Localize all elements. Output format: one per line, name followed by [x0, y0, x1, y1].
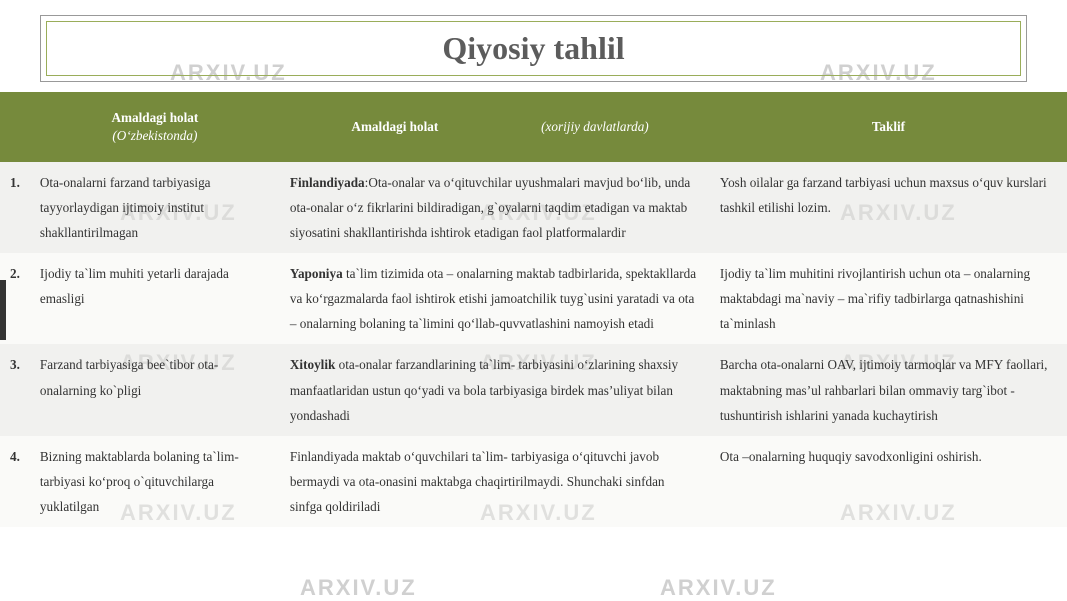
header-suggestion: Taklif — [710, 92, 1067, 162]
row-number: 3. — [0, 344, 30, 435]
table-row: 3.Farzand tarbiyasiga bee`tibor ota-onal… — [0, 344, 1067, 435]
cell-uz: Farzand tarbiyasiga bee`tibor ota-onalar… — [30, 344, 280, 435]
cell-suggestion: Ijodiy ta`lim muhitini rivojlantirish uc… — [710, 253, 1067, 344]
table-header: Amaldagi holat (O‘zbekistonda) Amaldagi … — [0, 92, 1067, 162]
table-row: 1.Ota-onalarni farzand tarbiyasiga tayyo… — [0, 162, 1067, 253]
row-number: 4. — [0, 436, 30, 527]
table-row: 4.Bizning maktablarda bolaning ta`lim-ta… — [0, 436, 1067, 527]
row-number: 1. — [0, 162, 30, 253]
cell-foreign: Yaponiya ta`lim tizimida ota – onalarnin… — [280, 253, 710, 344]
cell-foreign: Finlandiyada:Ota-onalar va o‘qituvchilar… — [280, 162, 710, 253]
comparison-table: Amaldagi holat (O‘zbekistonda) Amaldagi … — [0, 92, 1067, 527]
cell-foreign: Finlandiyada maktab o‘quvchilari ta`lim-… — [280, 436, 710, 527]
title-inner-frame: Qiyosiy tahlil — [46, 21, 1021, 76]
cell-uz: Bizning maktablarda bolaning ta`lim-tarb… — [30, 436, 280, 527]
header-uz: Amaldagi holat (O‘zbekistonda) — [30, 92, 280, 162]
table-row: 2.Ijodiy ta`lim muhiti yetarli darajada … — [0, 253, 1067, 344]
accent-bar — [0, 280, 6, 340]
slide: Qiyosiy tahlil Amaldagi holat (O‘zbekist… — [0, 0, 1067, 527]
cell-uz: Ota-onalarni farzand tarbiyasiga tayyorl… — [30, 162, 280, 253]
cell-foreign: Xitoylik ota-onalar farzandlarining ta`l… — [280, 344, 710, 435]
watermark-text: ARXIV.UZ — [660, 575, 777, 601]
title-outer-frame: Qiyosiy tahlil — [40, 15, 1027, 82]
table-body: 1.Ota-onalarni farzand tarbiyasiga tayyo… — [0, 162, 1067, 527]
cell-suggestion: Barcha ota-onalarni OAV, ijtimoiy tarmoq… — [710, 344, 1067, 435]
header-foreign: Amaldagi holat (xorijiy davlatlarda) — [280, 92, 710, 162]
cell-suggestion: Yosh oilalar ga farzand tarbiyasi uchun … — [710, 162, 1067, 253]
header-num — [0, 92, 30, 162]
watermark-text: ARXIV.UZ — [300, 575, 417, 601]
slide-title: Qiyosiy tahlil — [47, 30, 1020, 67]
cell-suggestion: Ota –onalarning huquqiy savodxonligini o… — [710, 436, 1067, 527]
cell-uz: Ijodiy ta`lim muhiti yetarli darajada em… — [30, 253, 280, 344]
